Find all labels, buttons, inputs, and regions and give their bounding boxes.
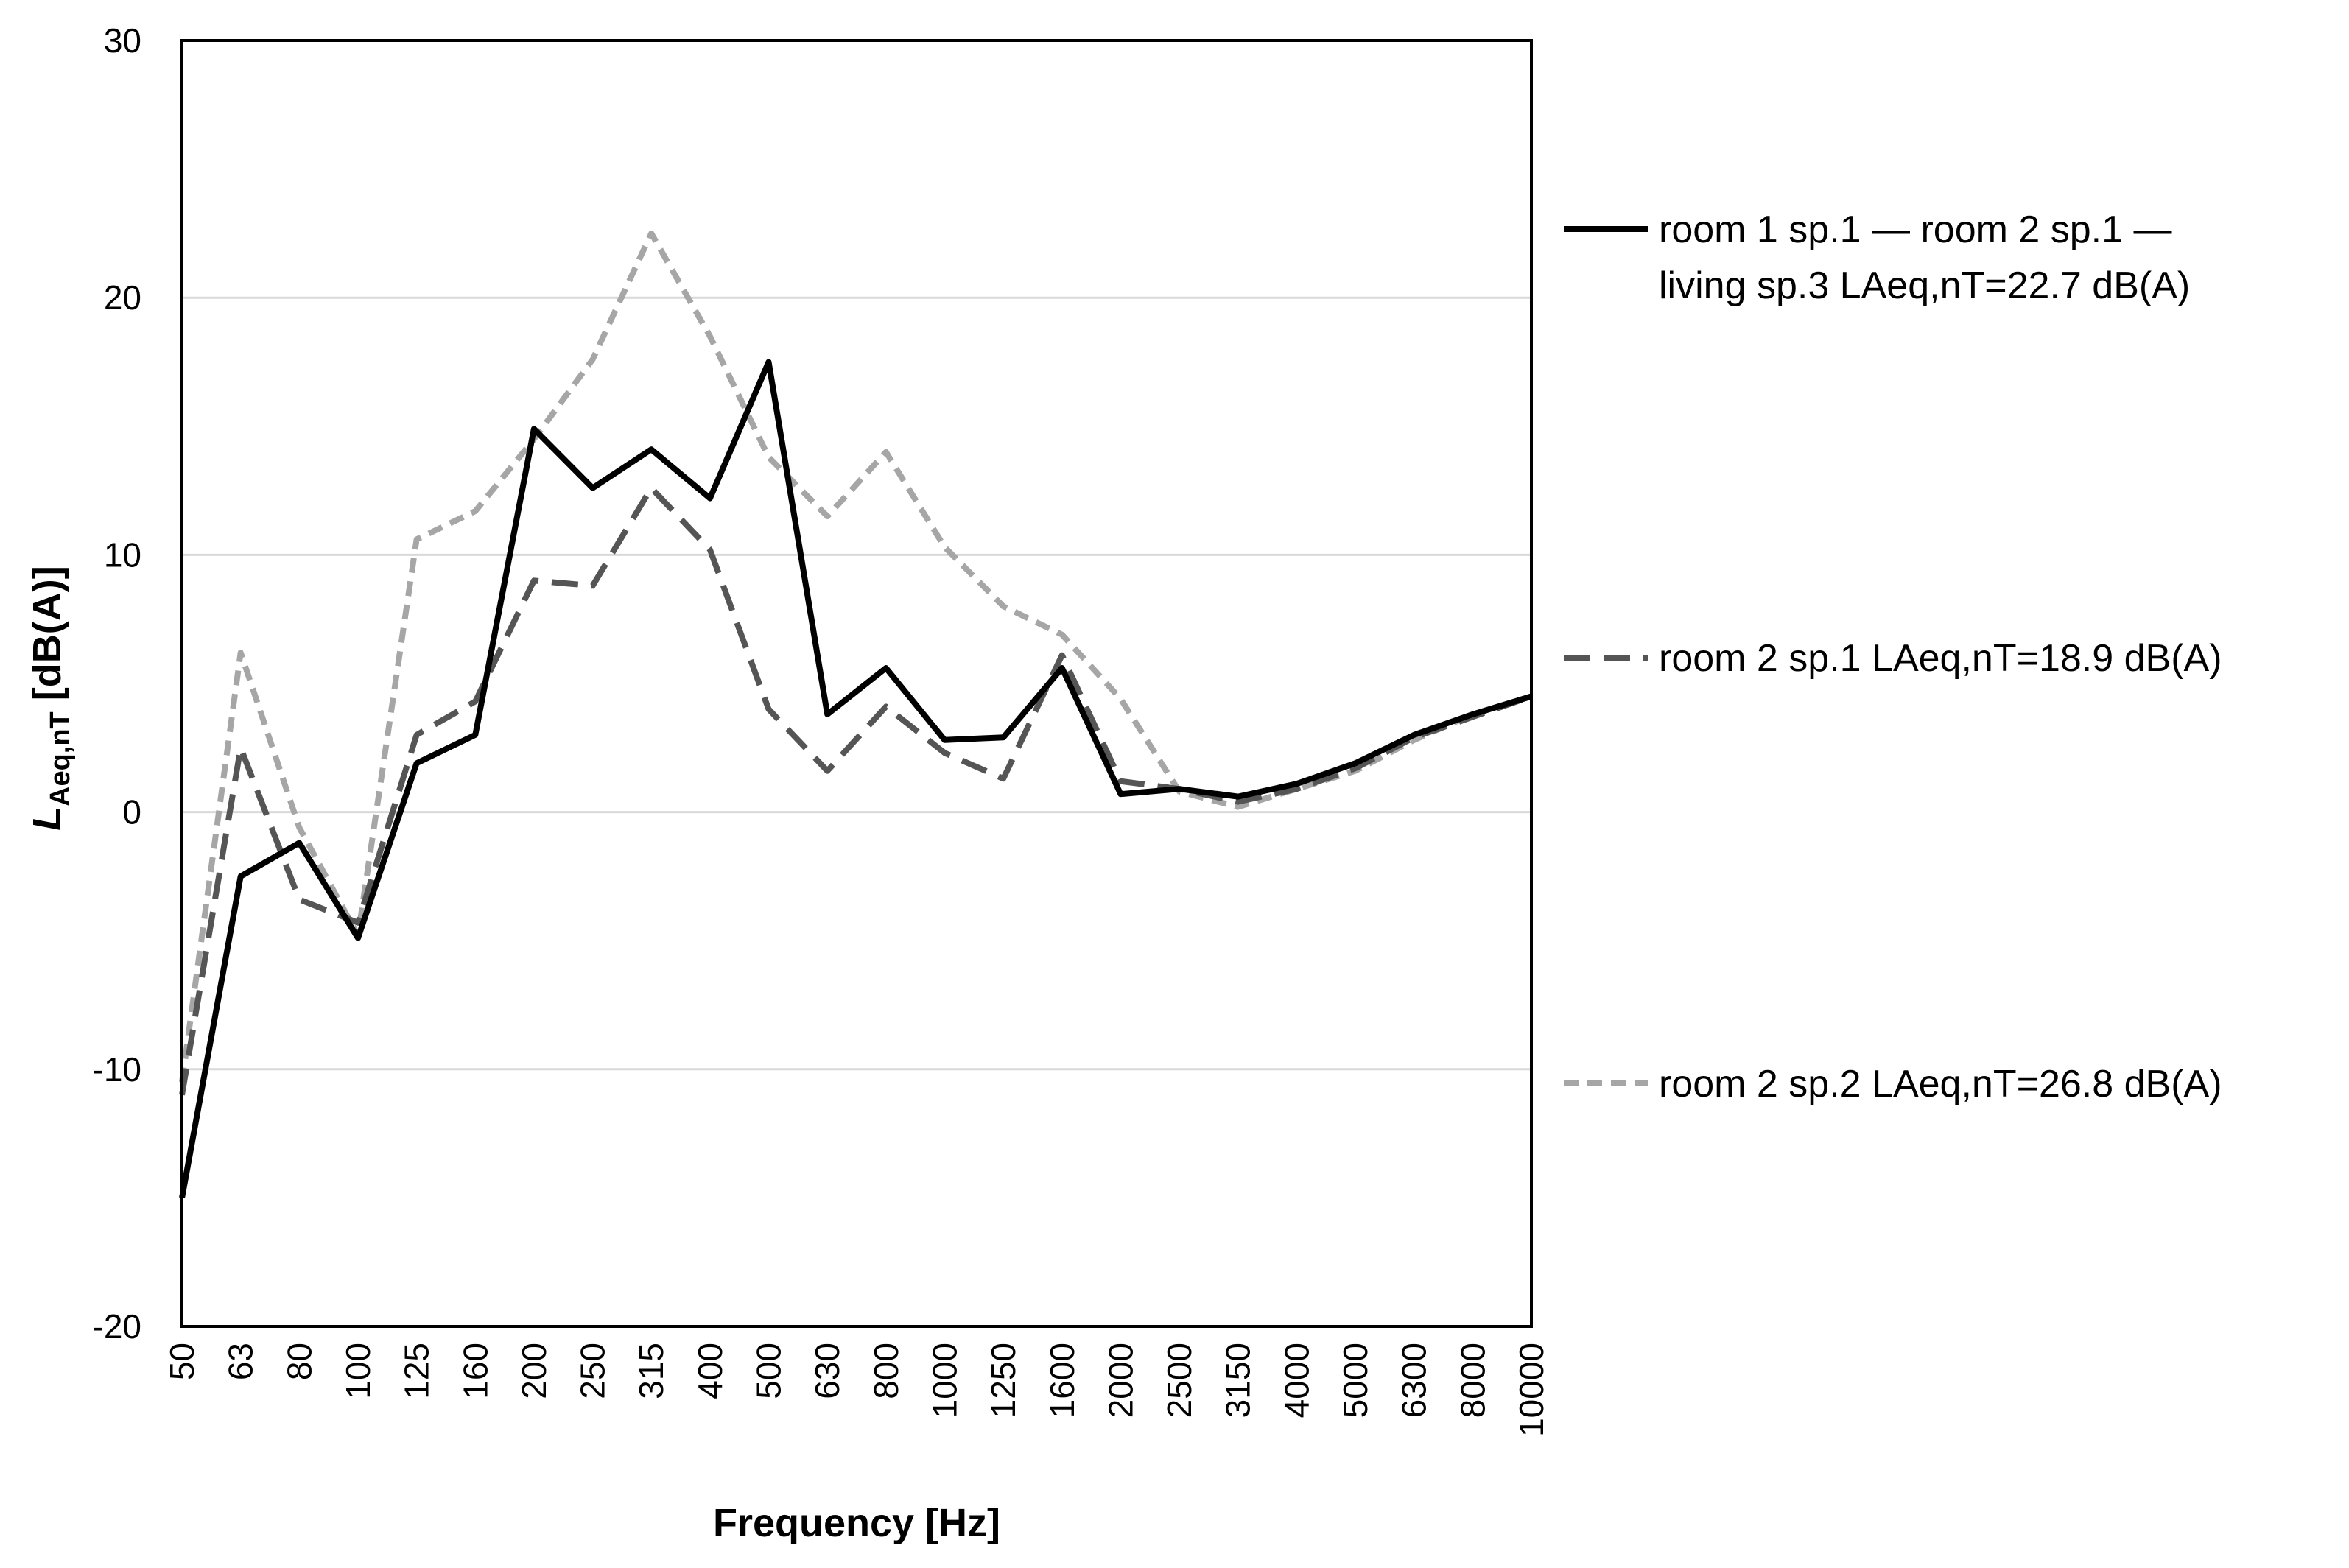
gridlines <box>182 296 1531 1071</box>
y-axis-title: LAeq,nT [dB(A)] <box>25 566 76 831</box>
y-tick-label: -10 <box>93 1050 141 1089</box>
x-tick-label: 200 <box>515 1343 553 1399</box>
y-tick-label: 20 <box>104 278 141 317</box>
x-tick-label: 800 <box>867 1343 905 1399</box>
x-tick-label: 8000 <box>1453 1343 1492 1418</box>
legend: room 1 sp.1 — room 2 sp.1 — living sp.3 … <box>1564 208 2222 1105</box>
x-tick-label: 10000 <box>1512 1343 1551 1437</box>
y-axis-title-main: L <box>25 806 69 831</box>
x-tick-label: 100 <box>339 1343 377 1399</box>
series-lines <box>179 230 1533 1199</box>
series-line-1 <box>179 359 1533 1199</box>
y-tick-label: 30 <box>104 21 141 60</box>
x-tick-label: 1600 <box>1043 1343 1081 1418</box>
series-line-2 <box>179 485 1533 1096</box>
x-tick-label: 250 <box>574 1343 612 1399</box>
legend-label-series-1-line2: living sp.3 LAeq,nT=22.7 dB(A) <box>1659 264 2190 307</box>
x-tick-label: 1250 <box>984 1343 1022 1418</box>
x-tick-labels: 50 63 80 100 125 160 200 250 315 400 500 630 800 1000… <box>163 1343 1551 1437</box>
x-tick-label: 1000 <box>925 1343 963 1418</box>
y-tick-label: 10 <box>104 535 141 574</box>
y-tick-labels: -20 -10 0 10 20 30 <box>93 21 141 1346</box>
x-tick-label: 160 <box>456 1343 494 1399</box>
series-line-3 <box>179 230 1533 1083</box>
x-tick-label: 80 <box>280 1343 318 1380</box>
x-tick-label: 315 <box>632 1343 670 1399</box>
x-tick-label: 2500 <box>1160 1343 1198 1418</box>
x-tick-label: 3150 <box>1219 1343 1257 1418</box>
x-tick-label: 400 <box>691 1343 729 1399</box>
x-tick-label: 4000 <box>1277 1343 1316 1418</box>
x-tick-label: 500 <box>750 1343 788 1399</box>
x-tick-label: 50 <box>163 1343 201 1380</box>
x-tick-label: 5000 <box>1336 1343 1374 1418</box>
x-tick-label: 125 <box>398 1343 436 1399</box>
x-axis-title: Frequency [Hz] <box>713 1501 1000 1545</box>
legend-label-series-1-line1: room 1 sp.1 — room 2 sp.1 — <box>1659 208 2172 251</box>
legend-label-series-3: room 2 sp.2 LAeq,nT=26.8 dB(A) <box>1659 1063 2222 1105</box>
y-tick-label: -20 <box>93 1307 141 1346</box>
plot-area-border <box>180 39 1533 1328</box>
x-tick-label: 630 <box>808 1343 846 1399</box>
x-tick-label: 6300 <box>1395 1343 1433 1418</box>
y-axis-title-unit: [dB(A)] <box>25 566 69 711</box>
x-tick-label: 2000 <box>1101 1343 1140 1418</box>
y-axis-title-subscript: Aeq,nT <box>45 711 76 806</box>
x-tick-label: 63 <box>222 1343 260 1380</box>
legend-label-series-2: room 2 sp.1 LAeq,nT=18.9 dB(A) <box>1659 637 2222 680</box>
y-tick-label: 0 <box>122 793 141 832</box>
